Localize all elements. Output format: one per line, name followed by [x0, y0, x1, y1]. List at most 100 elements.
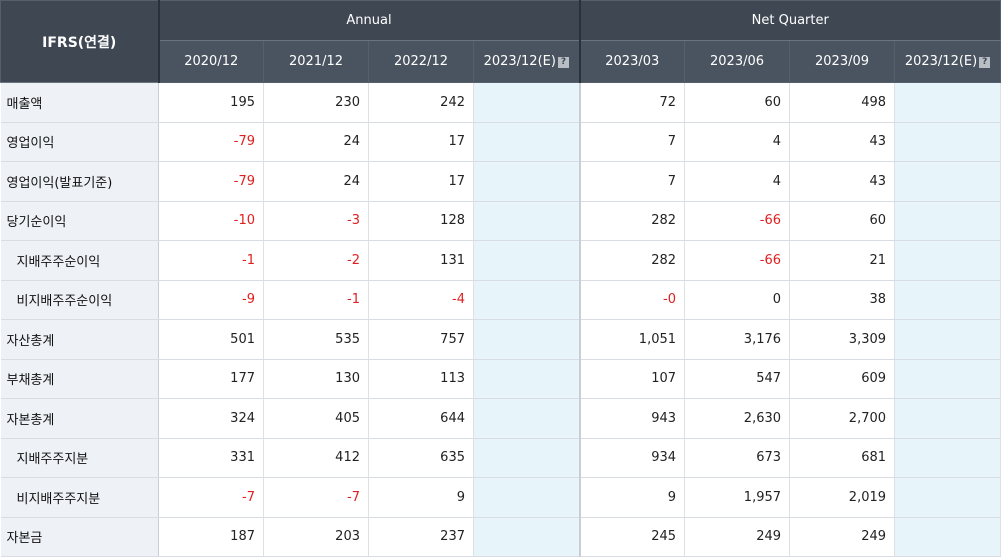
- value-cell: 230: [263, 82, 369, 123]
- estimate-cell: [894, 122, 1001, 162]
- value-cell: 107: [578, 359, 686, 399]
- value-cell: 535: [263, 319, 369, 360]
- estimate-cell: [473, 359, 581, 399]
- value-cell: 7: [578, 161, 686, 202]
- value-cell: 501: [158, 319, 264, 360]
- value-cell: 4: [684, 122, 791, 162]
- value-cell: -66: [684, 240, 791, 281]
- estimate-cell: [894, 438, 1001, 478]
- value-cell: 644: [368, 398, 474, 439]
- estimate-cell: [473, 477, 581, 518]
- estimate-cell: [894, 319, 1001, 360]
- estimate-cell: [473, 319, 581, 360]
- table-title: IFRS(연결): [0, 0, 159, 83]
- value-cell: 681: [789, 438, 896, 478]
- table-row: 자본금 187 203 237 245 249 249: [0, 517, 1001, 557]
- estimate-cell: [473, 122, 581, 162]
- estimate-cell: [894, 517, 1001, 557]
- value-cell: 282: [578, 201, 686, 241]
- row-label: 자본총계: [0, 398, 159, 439]
- value-cell: -79: [158, 161, 264, 202]
- value-cell: -1: [263, 280, 369, 320]
- value-cell: 60: [684, 82, 791, 123]
- value-cell: 60: [789, 201, 896, 241]
- value-cell: -2: [263, 240, 369, 281]
- estimate-cell: [894, 477, 1001, 518]
- estimate-cell: [894, 201, 1001, 241]
- value-cell: 943: [578, 398, 686, 439]
- value-cell: 72: [578, 82, 686, 123]
- value-cell: 242: [368, 82, 474, 123]
- estimate-cell: [473, 240, 581, 281]
- value-cell: 43: [789, 122, 896, 162]
- estimate-cell: [473, 517, 581, 557]
- value-cell: 249: [789, 517, 896, 557]
- value-cell: -66: [684, 201, 791, 241]
- row-label: 영업이익(발표기준): [0, 161, 159, 202]
- value-cell: -7: [263, 477, 369, 518]
- value-cell: 673: [684, 438, 791, 478]
- value-cell: 9: [368, 477, 474, 518]
- value-cell: 177: [158, 359, 264, 399]
- quarter-period-header: 2023/06: [684, 40, 791, 83]
- value-cell: 9: [578, 477, 686, 518]
- estimate-cell: [894, 161, 1001, 202]
- value-cell: 2,630: [684, 398, 791, 439]
- annual-period-header: 2021/12: [263, 40, 369, 83]
- value-cell: -3: [263, 201, 369, 241]
- row-label: 자본금: [0, 517, 159, 557]
- value-cell: 131: [368, 240, 474, 281]
- value-cell: 195: [158, 82, 264, 123]
- value-cell: 38: [789, 280, 896, 320]
- value-cell: 324: [158, 398, 264, 439]
- value-cell: 17: [368, 161, 474, 202]
- value-cell: 635: [368, 438, 474, 478]
- estimate-cell: [473, 82, 581, 123]
- table-row: 매출액 195 230 242 72 60 498: [0, 82, 1001, 123]
- estimate-cell: [894, 240, 1001, 281]
- table-row: 부채총계 177 130 113 107 547 609: [0, 359, 1001, 399]
- value-cell: 0: [684, 280, 791, 320]
- value-cell: 21: [789, 240, 896, 281]
- value-cell: 282: [578, 240, 686, 281]
- value-cell: 757: [368, 319, 474, 360]
- info-icon[interactable]: ?: [557, 57, 569, 68]
- row-label: 비지배주주지분: [0, 477, 159, 518]
- table-row: 영업이익(발표기준) -79 24 17 7 4 43: [0, 161, 1001, 202]
- quarter-group-header: Net Quarter: [578, 0, 1001, 41]
- info-icon[interactable]: ?: [979, 57, 991, 68]
- quarter-period-header: 2023/09: [789, 40, 896, 83]
- estimate-cell: [894, 398, 1001, 439]
- annual-estimate-label: 2023/12(E): [483, 54, 556, 69]
- table-row: 비지배주주지분 -7 -7 9 9 1,957 2,019: [0, 477, 1001, 518]
- estimate-cell: [894, 280, 1001, 320]
- value-cell: 4: [684, 161, 791, 202]
- estimate-cell: [473, 161, 581, 202]
- row-label: 지배주주지분: [0, 438, 159, 478]
- estimate-cell: [473, 438, 581, 478]
- value-cell: 237: [368, 517, 474, 557]
- value-cell: 113: [368, 359, 474, 399]
- table-row: 영업이익 -79 24 17 7 4 43: [0, 122, 1001, 162]
- estimate-cell: [473, 201, 581, 241]
- row-label: 매출액: [0, 82, 159, 123]
- value-cell: 1,051: [578, 319, 686, 360]
- value-cell: 2,019: [789, 477, 896, 518]
- value-cell: 2,700: [789, 398, 896, 439]
- value-cell: 1,957: [684, 477, 791, 518]
- value-cell: -9: [158, 280, 264, 320]
- value-cell: 24: [263, 161, 369, 202]
- estimate-cell: [473, 398, 581, 439]
- quarter-estimate-label: 2023/12(E): [904, 54, 978, 69]
- value-cell: 249: [684, 517, 791, 557]
- annual-period-header: 2020/12: [157, 40, 264, 83]
- value-cell: -4: [368, 280, 474, 320]
- value-cell: -0: [578, 280, 686, 320]
- annual-group-header: Annual: [157, 0, 581, 41]
- row-label: 비지배주주순이익: [0, 280, 159, 320]
- annual-period-header: 2022/12: [368, 40, 474, 83]
- value-cell: 3,176: [684, 319, 791, 360]
- value-cell: 609: [789, 359, 896, 399]
- value-cell: 3,309: [789, 319, 896, 360]
